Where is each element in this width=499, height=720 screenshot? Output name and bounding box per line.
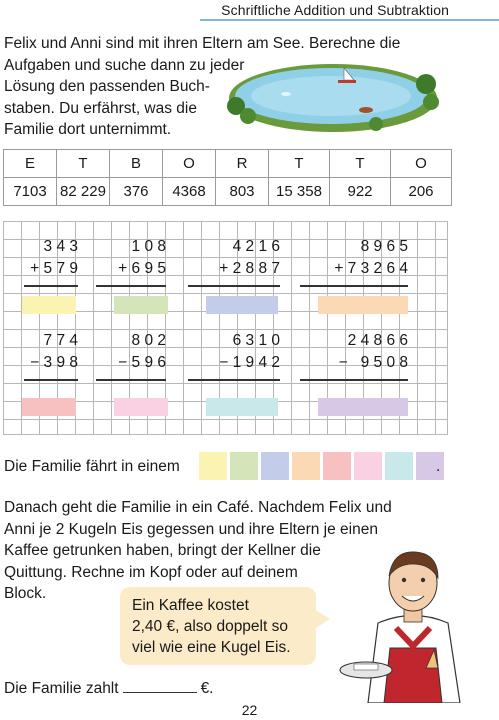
solution-swatches bbox=[199, 452, 444, 480]
operand-bottom: + 2 8 8 7 bbox=[219, 260, 280, 277]
header-rule bbox=[200, 19, 499, 21]
total-answer-blank[interactable] bbox=[122, 678, 197, 693]
subtraction-problem: 8 0 2 − 5 9 6 bbox=[96, 332, 166, 381]
answer-box-red[interactable] bbox=[22, 398, 76, 416]
subtraction-problem: 2 4 8 6 6 − 9 5 0 8 bbox=[300, 332, 408, 381]
key-letter: E bbox=[3, 149, 57, 178]
key-number: 803 bbox=[215, 177, 269, 206]
para-line: Anni je 2 Kugeln Eis gegessen und ihre E… bbox=[4, 520, 378, 538]
answer-box-yellow[interactable] bbox=[22, 296, 76, 314]
para-line: Block. bbox=[4, 585, 47, 602]
key-letter: R bbox=[215, 149, 269, 178]
page-header: Schriftliche Addition und Subtraktion bbox=[0, 0, 499, 22]
operand-top: 6 3 1 0 bbox=[232, 332, 280, 349]
sentence-boat: Die Familie fährt in einem bbox=[4, 458, 180, 475]
operand-bottom: − 3 9 8 bbox=[30, 354, 78, 371]
swatch-orange[interactable] bbox=[292, 452, 320, 480]
subtraction-problem: 7 7 4 − 3 9 8 bbox=[24, 332, 78, 381]
key-number: 206 bbox=[390, 177, 452, 206]
key-letter: T bbox=[268, 149, 330, 178]
key-letter: T bbox=[329, 149, 391, 178]
page-number: 22 bbox=[241, 702, 258, 718]
operand-bottom: − 1 9 4 2 bbox=[219, 354, 280, 371]
intro-line: Aufgaben und suche dann zu jeder bbox=[4, 56, 245, 74]
key-number: 15 358 bbox=[268, 177, 330, 206]
intro-line: staben. Du erfährst, was die bbox=[4, 99, 197, 117]
key-number: 922 bbox=[329, 177, 391, 206]
key-number: 376 bbox=[109, 177, 163, 206]
swatch-lilac[interactable] bbox=[416, 452, 444, 480]
letter-row: E T B O R T T O bbox=[3, 149, 452, 178]
result-line bbox=[96, 379, 166, 381]
key-letter: B bbox=[109, 149, 163, 178]
number-row: 7103 82 229 376 4368 803 15 358 922 206 bbox=[3, 177, 452, 206]
bubble-line: 2,40 €, also doppelt so bbox=[132, 618, 288, 635]
swatch-pink[interactable] bbox=[354, 452, 382, 480]
operand-top: 8 0 2 bbox=[131, 332, 166, 349]
addition-problem: 4 2 1 6 + 2 8 8 7 bbox=[188, 238, 280, 287]
section-title: Schriftliche Addition und Subtraktion bbox=[221, 2, 449, 18]
total-sentence: Die Familie zahlt €. bbox=[4, 678, 214, 698]
result-line bbox=[188, 285, 280, 287]
operand-top: 1 0 8 bbox=[131, 238, 166, 255]
answer-box-green[interactable] bbox=[114, 296, 168, 314]
intro-line: Familie dort unternimmt. bbox=[4, 121, 172, 138]
key-number: 4368 bbox=[162, 177, 216, 206]
operand-top: 7 7 4 bbox=[43, 332, 78, 349]
result-line bbox=[24, 379, 78, 381]
result-line bbox=[300, 379, 408, 381]
result-line bbox=[188, 379, 280, 381]
answer-box-orange[interactable] bbox=[318, 296, 408, 314]
cafe-paragraph: Danach geht die Familie in ein Café. Nac… bbox=[4, 497, 399, 605]
intro-text: Felix und Anni sind mit ihren Eltern am … bbox=[4, 33, 424, 141]
swatch-yellow[interactable] bbox=[199, 452, 227, 480]
key-number: 82 229 bbox=[56, 177, 110, 206]
operand-top: 3 4 3 bbox=[43, 238, 78, 255]
sentence-end: . bbox=[436, 458, 441, 475]
bubble-tail bbox=[314, 609, 330, 629]
operand-bottom: − 5 9 6 bbox=[118, 354, 166, 371]
answer-box-lilac[interactable] bbox=[318, 398, 408, 416]
result-line bbox=[300, 285, 408, 287]
total-text: Die Familie zahlt bbox=[4, 680, 119, 697]
addition-problem: 3 4 3 + 5 7 9 bbox=[24, 238, 78, 287]
operand-bottom: + 6 9 5 bbox=[118, 260, 166, 277]
addition-problem: 8 9 6 5 + 7 3 2 6 4 bbox=[300, 238, 408, 287]
lake-illustration bbox=[227, 64, 439, 132]
letter-key-table: E T B O R T T O 7103 82 229 376 4368 803… bbox=[3, 149, 452, 206]
swatch-cyan[interactable] bbox=[385, 452, 413, 480]
bubble-line: Ein Kaffee kostet bbox=[132, 597, 249, 614]
total-unit: €. bbox=[200, 680, 214, 697]
operand-bottom: + 7 3 2 6 4 bbox=[334, 260, 408, 277]
swatch-red[interactable] bbox=[323, 452, 351, 480]
key-letter: O bbox=[390, 149, 452, 178]
bubble-line: viel wie eine Kugel Eis. bbox=[132, 639, 291, 656]
intro-line: Felix und Anni sind mit ihren Eltern am … bbox=[4, 35, 401, 52]
operand-bottom: − 9 5 0 8 bbox=[338, 354, 408, 371]
para-line: Kaffee getrunken haben, bringt der Kelln… bbox=[4, 542, 321, 559]
operand-bottom: + 5 7 9 bbox=[30, 260, 78, 277]
result-line bbox=[24, 285, 78, 287]
para-line: Danach geht die Familie in ein Café. Nac… bbox=[4, 499, 392, 516]
subtraction-problem: 6 3 1 0 − 1 9 4 2 bbox=[188, 332, 280, 381]
swatch-green[interactable] bbox=[230, 452, 258, 480]
key-letter: O bbox=[162, 149, 216, 178]
operand-top: 8 9 6 5 bbox=[360, 238, 408, 255]
result-line bbox=[96, 285, 166, 287]
swatch-blue[interactable] bbox=[261, 452, 289, 480]
key-number: 7103 bbox=[3, 177, 57, 206]
para-line: Quittung. Rechne im Kopf oder auf deinem bbox=[4, 563, 298, 581]
key-letter: T bbox=[56, 149, 110, 178]
speech-bubble: Ein Kaffee kostet 2,40 €, also doppelt s… bbox=[120, 587, 330, 665]
answer-box-blue[interactable] bbox=[206, 296, 278, 314]
answer-box-pink[interactable] bbox=[114, 398, 168, 416]
waiter-illustration bbox=[339, 551, 461, 703]
answer-box-cyan[interactable] bbox=[206, 398, 278, 416]
operand-top: 4 2 1 6 bbox=[232, 238, 280, 255]
addition-problem: 1 0 8 + 6 9 5 bbox=[96, 238, 166, 287]
operand-top: 2 4 8 6 6 bbox=[347, 332, 408, 349]
intro-line: Lösung den passenden Buch- bbox=[4, 78, 210, 95]
